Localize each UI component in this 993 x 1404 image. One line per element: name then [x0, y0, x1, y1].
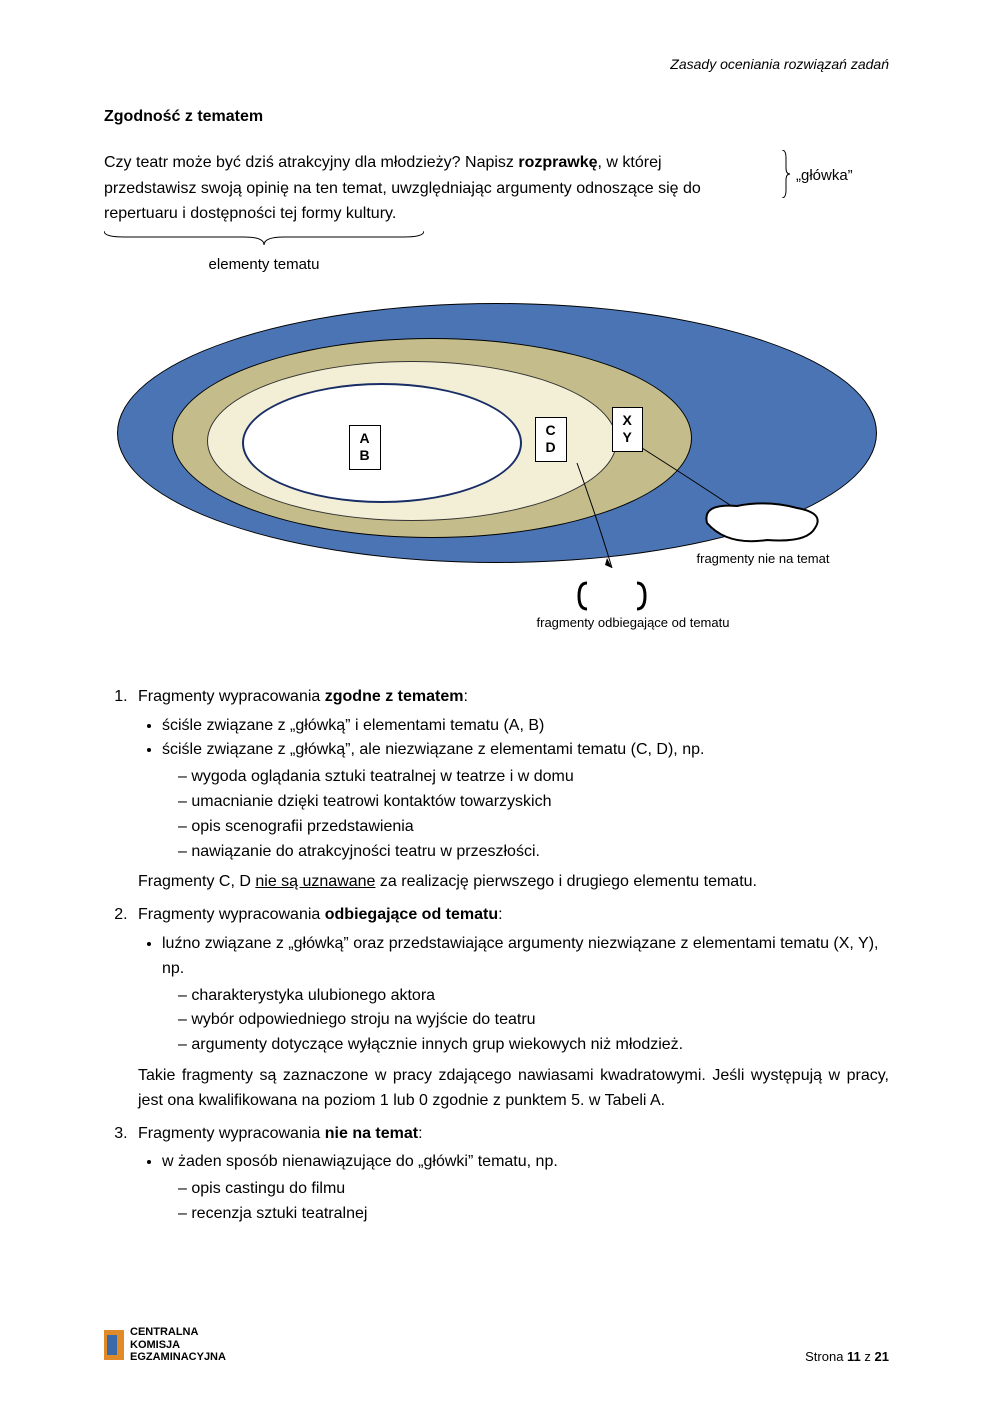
logo-line: KOMISJA [130, 1339, 180, 1351]
page-pre: Strona [805, 1349, 847, 1364]
prompt-bold: rozprawkę [518, 154, 597, 171]
bullet-text: w żaden sposób nienawiązujące do „główki… [162, 1153, 558, 1170]
page-number: Strona 11 z 21 [805, 1349, 889, 1364]
caption-digress: fragmenty odbiegające od tematu [537, 615, 730, 630]
dash-item: wybór odpowiedniego stroju na wyjście do… [178, 1008, 889, 1033]
bullet: w żaden sposób nienawiązujące do „główki… [162, 1150, 889, 1226]
badge-line: A [360, 430, 370, 446]
brace-right-icon [780, 150, 790, 198]
section-heading: Zgodność z tematem [104, 108, 889, 126]
page-total: 21 [875, 1349, 889, 1364]
tail-text: za realizację pierwszego i drugiego elem… [375, 873, 757, 890]
lead-text: : [418, 1125, 422, 1142]
elements-label: elementy tematu [104, 253, 424, 277]
lead-text: Fragmenty wypracowania [138, 688, 325, 705]
bullet: ściśle związane z „główką”, ale niezwiąz… [162, 738, 889, 864]
dash-item: opis scenografii przedstawienia [178, 815, 889, 840]
logo-mark-icon [104, 1330, 124, 1360]
caption-off-topic: fragmenty nie na temat [697, 551, 830, 566]
bullet: luźno związane z „główką” oraz przedstaw… [162, 932, 889, 1058]
badge-line: B [360, 447, 370, 463]
prompt-text: , w której [598, 154, 662, 171]
brace-label: „główka” [796, 164, 853, 188]
arrow-icon [567, 458, 627, 578]
prompt-text: przedstawisz swoją opinię na ten temat, … [104, 180, 701, 197]
venn-diagram: A B C D X Y fragmenty nie na temat [117, 303, 877, 663]
dash-item: nawiązanie do atrakcyjności teatru w prz… [178, 840, 889, 865]
bullet-text: luźno związane z „główką” oraz przedstaw… [162, 935, 878, 977]
dash-item: recenzja sztuki teatralnej [178, 1202, 889, 1227]
badge-cd: C D [535, 417, 567, 462]
badge-line: D [546, 439, 556, 455]
tail-underline: nie są uznawane [255, 873, 375, 890]
lead-text: Fragmenty wypracowania [138, 1125, 325, 1142]
ellipse-inner [242, 383, 522, 503]
cke-logo: CENTRALNA KOMISJA EGZAMINACYJNA [104, 1326, 226, 1364]
underbrace-icon [104, 229, 424, 247]
dash-item: wygoda oglądania sztuki teatralnej w tea… [178, 765, 889, 790]
lead-bold: nie na temat [325, 1125, 418, 1142]
badge-line: Y [623, 429, 632, 445]
bullet: ściśle związane z „główką” i elementami … [162, 714, 889, 739]
prompt-text: Czy teatr może być dziś atrakcyjny dla m… [104, 154, 518, 171]
tail-paragraph: Takie fragmenty są zaznaczone w pracy zd… [138, 1064, 889, 1114]
criteria-item-1: Fragmenty wypracowania zgodne z tematem:… [132, 685, 889, 895]
page-cur: 11 [847, 1349, 861, 1364]
logo-text: CENTRALNA KOMISJA EGZAMINACYJNA [130, 1326, 226, 1364]
dash-item: umacnianie dzięki teatrowi kontaktów tow… [178, 790, 889, 815]
lead-bold: odbiegające od tematu [325, 906, 498, 923]
lead-bold: zgodne z tematem [325, 688, 464, 705]
prompt-text: repertuaru i dostępności tej formy kultu… [104, 205, 396, 222]
logo-line: CENTRALNA [130, 1326, 198, 1338]
criteria-item-3: Fragmenty wypracowania nie na temat: w ż… [132, 1122, 889, 1227]
tail-paragraph: Fragmenty C, D nie są uznawane za realiz… [138, 870, 889, 895]
page: Zasady oceniania rozwiązań zadań Zgodnoś… [0, 0, 993, 1404]
page-mid: z [861, 1349, 875, 1364]
lead-text: : [463, 688, 467, 705]
bullet-text: ściśle związane z „główką”, ale niezwiąz… [162, 741, 704, 758]
criteria-list: Fragmenty wypracowania zgodne z tematem:… [104, 685, 889, 1227]
badge-line: X [623, 412, 632, 428]
page-footer: CENTRALNA KOMISJA EGZAMINACYJNA Strona 1… [104, 1326, 889, 1364]
logo-line: EGZAMINACYJNA [130, 1351, 226, 1363]
lead-text: Fragmenty wypracowania [138, 906, 325, 923]
brackets-icon [577, 581, 647, 611]
criteria-item-2: Fragmenty wypracowania odbiegające od te… [132, 903, 889, 1113]
badge-line: C [546, 422, 556, 438]
blob-icon [697, 498, 827, 548]
essay-prompt: Czy teatr może być dziś atrakcyjny dla m… [104, 150, 889, 277]
lead-text: : [498, 906, 502, 923]
dash-item: argumenty dotyczące wyłącznie innych gru… [178, 1033, 889, 1058]
dash-item: opis castingu do filmu [178, 1177, 889, 1202]
running-title: Zasady oceniania rozwiązań zadań [670, 56, 889, 72]
badge-ab: A B [349, 425, 381, 470]
tail-text: Fragmenty C, D [138, 873, 255, 890]
dash-item: charakterystyka ulubionego aktora [178, 984, 889, 1009]
